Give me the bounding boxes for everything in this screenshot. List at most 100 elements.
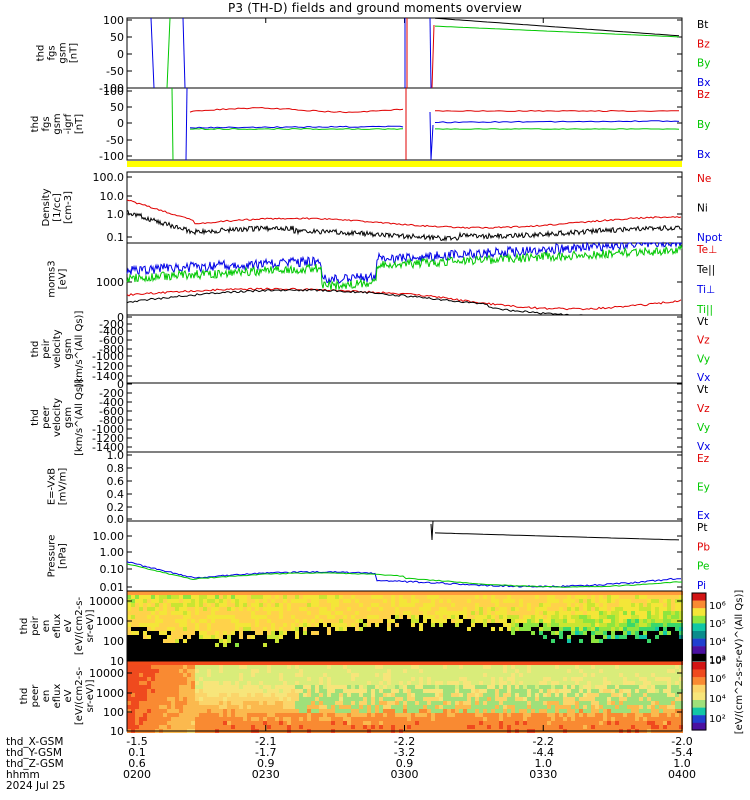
- spectrogram-pixel: [587, 693, 591, 697]
- spectrogram-pixel: [495, 709, 499, 713]
- spectrogram-pixel: [531, 693, 535, 697]
- spectrogram-pixel: [171, 623, 175, 627]
- spectrogram-pixel: [543, 721, 547, 725]
- spectrogram-pixel: [547, 603, 551, 607]
- spectrogram-pixel: [639, 689, 643, 693]
- spectrogram-pixel: [623, 619, 627, 623]
- spectrogram-pixel: [371, 643, 375, 647]
- spectrogram-pixel: [499, 635, 503, 639]
- spectrogram-pixel: [591, 647, 595, 651]
- spectrogram-pixel: [555, 677, 559, 681]
- spectrogram-pixel: [307, 643, 311, 647]
- spectrogram-pixel: [515, 607, 519, 611]
- spectrogram-pixel: [331, 697, 335, 701]
- spectrogram-pixel: [543, 631, 547, 635]
- spectrogram-pixel: [347, 635, 351, 639]
- spectrogram-pixel: [491, 651, 495, 655]
- spectrogram-pixel: [483, 619, 487, 623]
- spectrogram-pixel: [523, 669, 527, 673]
- spectrogram-pixel: [639, 713, 643, 717]
- spectrogram-pixel: [175, 607, 179, 611]
- spectrogram-pixel: [647, 647, 651, 651]
- spectrogram-pixel: [575, 643, 579, 647]
- spectrogram-pixel: [271, 709, 275, 713]
- spectrogram-pixel: [155, 635, 159, 639]
- spectrogram-pixel: [351, 639, 355, 643]
- spectrogram-pixel: [635, 685, 639, 689]
- spectrogram-pixel: [235, 701, 239, 705]
- spectrogram-pixel: [491, 717, 495, 721]
- spectrogram-pixel: [287, 701, 291, 705]
- spectrogram-pixel: [651, 643, 655, 647]
- spectrogram-pixel: [455, 647, 459, 651]
- spectrogram-pixel: [411, 717, 415, 721]
- spectrogram-pixel: [559, 591, 563, 595]
- spectrogram-pixel: [203, 639, 207, 643]
- spectrogram-pixel: [435, 709, 439, 713]
- spectrogram-pixel: [363, 623, 367, 627]
- spectrogram-pixel: [539, 705, 543, 709]
- spectrogram-pixel: [607, 661, 611, 665]
- spectrogram-pixel: [207, 661, 211, 665]
- spectrogram-pixel: [507, 689, 511, 693]
- spectrogram-pixel: [443, 595, 447, 599]
- spectrogram-pixel: [619, 685, 623, 689]
- spectrogram-pixel: [271, 669, 275, 673]
- spectrogram-pixel: [339, 591, 343, 595]
- spectrogram-pixel: [495, 669, 499, 673]
- spectrogram-pixel: [499, 709, 503, 713]
- spectrogram-pixel: [507, 661, 511, 665]
- spectrogram-pixel: [259, 709, 263, 713]
- spectrogram-pixel: [499, 673, 503, 677]
- spectrogram-pixel: [367, 599, 371, 603]
- spectrogram-pixel: [535, 717, 539, 721]
- spectrogram-pixel: [623, 701, 627, 705]
- spectrogram-pixel: [439, 681, 443, 685]
- spectrogram-pixel: [251, 721, 255, 725]
- spectrogram-pixel: [431, 713, 435, 717]
- spectrogram-pixel: [279, 591, 283, 595]
- spectrogram-pixel: [435, 623, 439, 627]
- spectrogram-pixel: [347, 713, 351, 717]
- spectrogram-pixel: [327, 599, 331, 603]
- spectrogram-pixel: [415, 713, 419, 717]
- spectrogram-pixel: [423, 669, 427, 673]
- spectrogram-pixel: [247, 661, 251, 665]
- spectrogram-pixel: [231, 623, 235, 627]
- spectrogram-pixel: [343, 693, 347, 697]
- spectrogram-pixel: [671, 693, 675, 697]
- spectrogram-pixel: [499, 655, 503, 659]
- spectrogram-pixel: [387, 599, 391, 603]
- spectrogram-pixel: [243, 721, 247, 725]
- spectrogram-pixel: [407, 603, 411, 607]
- spectrogram-pixel: [131, 677, 135, 681]
- spectrogram-pixel: [367, 689, 371, 693]
- spectrogram-pixel: [267, 647, 271, 651]
- spectrogram-pixel: [591, 615, 595, 619]
- spectrogram-pixel: [335, 713, 339, 717]
- spectrogram-pixel: [267, 655, 271, 659]
- spectrogram-pixel: [443, 677, 447, 681]
- spectrogram-pixel: [547, 721, 551, 725]
- spectrogram-pixel: [287, 709, 291, 713]
- spectrogram-pixel: [127, 721, 131, 725]
- spectrogram-pixel: [455, 721, 459, 725]
- spectrogram-pixel: [651, 661, 655, 665]
- spectrogram-pixel: [163, 651, 167, 655]
- spectrogram-pixel: [355, 669, 359, 673]
- spectrogram-pixel: [655, 693, 659, 697]
- spectrogram-pixel: [419, 673, 423, 677]
- spectrogram-pixel: [359, 591, 363, 595]
- spectrogram-pixel: [535, 655, 539, 659]
- spectrogram-pixel: [343, 647, 347, 651]
- spectrogram-pixel: [547, 725, 551, 729]
- spectrogram-pixel: [199, 689, 203, 693]
- spectrogram-pixel: [467, 603, 471, 607]
- spectrogram-pixel: [375, 595, 379, 599]
- spectrogram-pixel: [231, 677, 235, 681]
- spectrogram-pixel: [271, 681, 275, 685]
- spectrogram-pixel: [143, 619, 147, 623]
- spectrogram-pixel: [659, 721, 663, 725]
- spectrogram-pixel: [227, 669, 231, 673]
- spectrogram-pixel: [263, 669, 267, 673]
